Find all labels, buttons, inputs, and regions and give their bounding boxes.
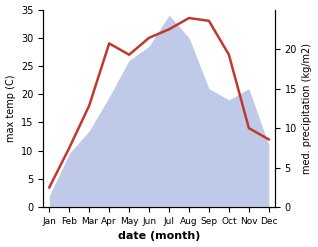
Y-axis label: med. precipitation (kg/m2): med. precipitation (kg/m2) [302,43,313,174]
X-axis label: date (month): date (month) [118,231,200,242]
Y-axis label: max temp (C): max temp (C) [5,75,16,142]
